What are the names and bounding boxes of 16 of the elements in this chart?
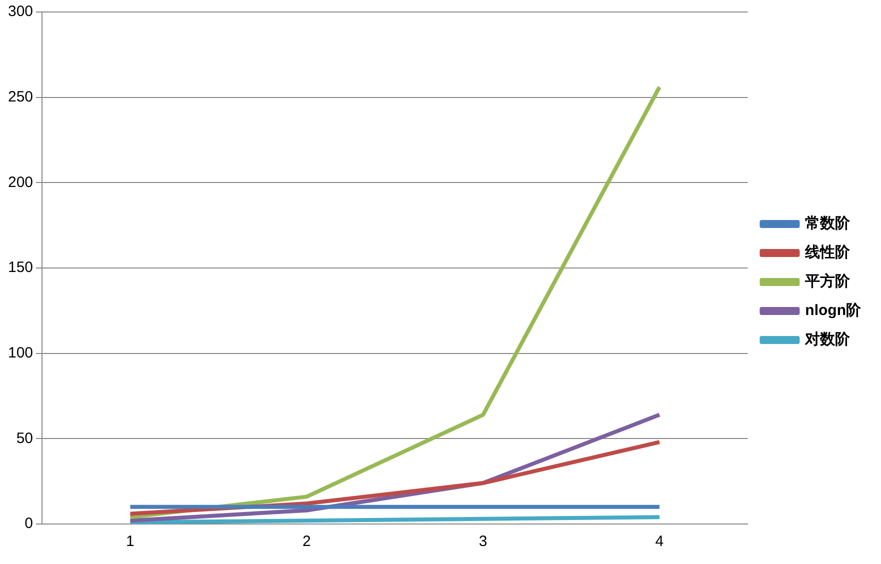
x-tick-label: 3 [478,533,488,550]
y-tick-label: 300 [8,3,34,20]
legend-label: nlogn阶 [805,302,862,320]
legend-label: 线性阶 [804,244,852,262]
y-tick-label: 200 [8,174,34,191]
y-tick-label: 0 [24,515,34,532]
y-tick-label: 50 [16,430,34,447]
x-tick-label: 2 [302,533,311,550]
legend-label: 对数阶 [804,331,852,348]
legend-label: 常数阶 [805,215,852,232]
y-tick-label: 250 [8,88,34,106]
x-tick-label: 4 [655,533,664,550]
y-tick-label: 100 [8,344,34,362]
x-tick-label: 1 [126,533,134,550]
y-tick-label: 150 [8,259,34,276]
legend-label: 平方阶 [804,272,852,290]
